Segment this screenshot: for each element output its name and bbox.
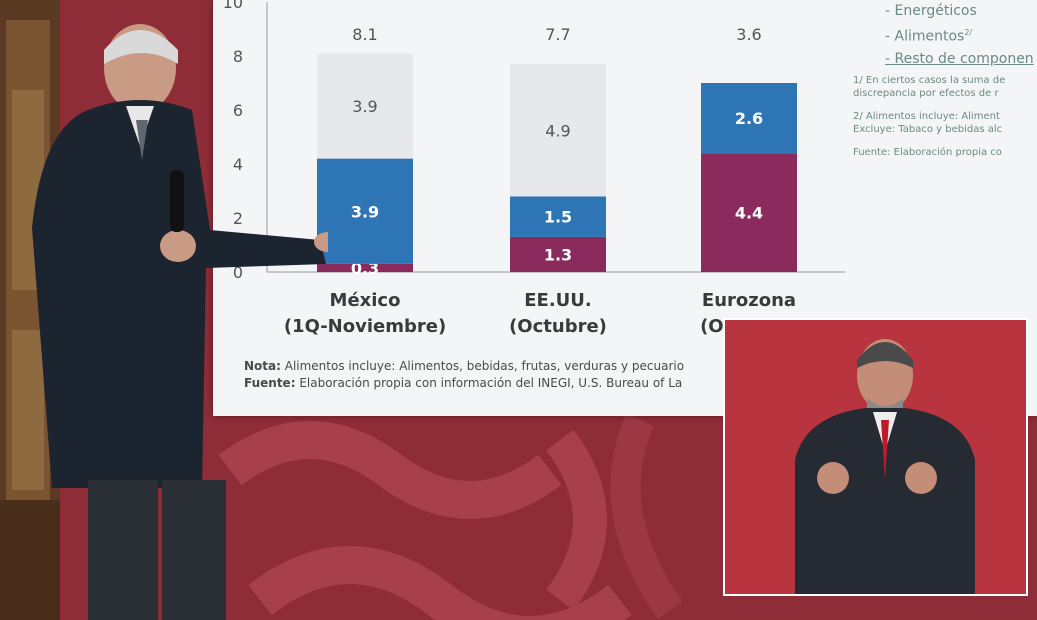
footnote-nota-text: Alimentos incluye: Alimentos, bebidas, f… xyxy=(280,359,685,373)
bar-segment-label: 3.9 xyxy=(351,202,379,221)
legend-note-1: 1/ En ciertos casos la suma de xyxy=(853,74,1006,86)
legend-note-5: Fuente: Elaboración propia co xyxy=(853,146,1002,158)
x-category-label: México xyxy=(330,290,401,311)
x-category-label: (Octubre) xyxy=(509,316,607,337)
legend-item-energeticos: - Energéticos xyxy=(885,3,977,19)
interpreter-figure xyxy=(725,320,1026,594)
bar-segment-label: 4.9 xyxy=(545,121,570,140)
y-tick-label: 0 xyxy=(233,263,243,282)
y-tick-label: 2 xyxy=(233,209,243,228)
bar-total-label: 8.1 xyxy=(352,25,377,44)
bar-segment-label: 2.6 xyxy=(735,109,763,128)
bar-segment-label: 1.3 xyxy=(544,245,572,264)
presenter-figure xyxy=(32,24,328,620)
bar-segment xyxy=(510,196,606,237)
legend-note-2: discrepancia por efectos de r xyxy=(853,87,999,99)
bar-total-label: 7.7 xyxy=(545,25,570,44)
footnote-fuente: Fuente: Elaboración propia con informaci… xyxy=(244,375,724,392)
footnote-fuente-text: Elaboración propia con información del I… xyxy=(295,376,683,390)
bar-segment xyxy=(510,64,606,197)
chart-legend: - Energéticos - Alimentos2/ - Resto de c… xyxy=(853,0,1037,159)
x-category-label: Eurozona xyxy=(702,290,796,311)
bar-segment xyxy=(701,153,797,272)
bar-segment xyxy=(317,53,413,159)
x-category-label: EE.UU. xyxy=(524,290,592,311)
bar-segment-label: 1.5 xyxy=(544,208,572,227)
y-tick-label: 6 xyxy=(233,101,243,120)
footnote-fuente-label: Fuente: xyxy=(244,376,296,390)
footnote-nota-label: Nota: xyxy=(244,359,281,373)
legend-item-resto: - Resto de componen xyxy=(885,50,1034,67)
bar-segment-label: 3.9 xyxy=(352,97,377,116)
bar-segment-label: 4.4 xyxy=(735,204,763,223)
y-tick-label: 10 xyxy=(223,0,243,12)
legend-note-3: 2/ Alimentos incluye: Aliment xyxy=(853,110,1000,122)
legend-note-4: Excluye: Tabaco y bebidas alc xyxy=(853,123,1003,135)
y-tick-label: 8 xyxy=(233,47,243,66)
stacked-bar-chart: 02468100.33.93.98.1México(1Q-Noviembre)1… xyxy=(223,0,845,337)
bar-total-label: 3.6 xyxy=(736,25,761,44)
legend-item-alimentos-label: - Alimentos xyxy=(885,28,965,45)
x-category-label: (1Q-Noviembre) xyxy=(284,316,446,337)
legend-item-alimentos: - Alimentos2/ xyxy=(853,22,1037,48)
footnote-nota: Nota: Alimentos incluye: Alimentos, bebi… xyxy=(244,358,724,375)
legend-superscript: 2/ xyxy=(964,28,973,37)
bar-segment xyxy=(317,263,413,272)
bar-segment xyxy=(317,158,413,264)
chart-footnotes: Nota: Alimentos incluye: Alimentos, bebi… xyxy=(244,358,724,392)
y-tick-label: 4 xyxy=(233,155,243,174)
bar-segment xyxy=(510,236,606,272)
bar-segment xyxy=(701,83,797,154)
sign-language-interpreter-inset xyxy=(723,318,1028,596)
